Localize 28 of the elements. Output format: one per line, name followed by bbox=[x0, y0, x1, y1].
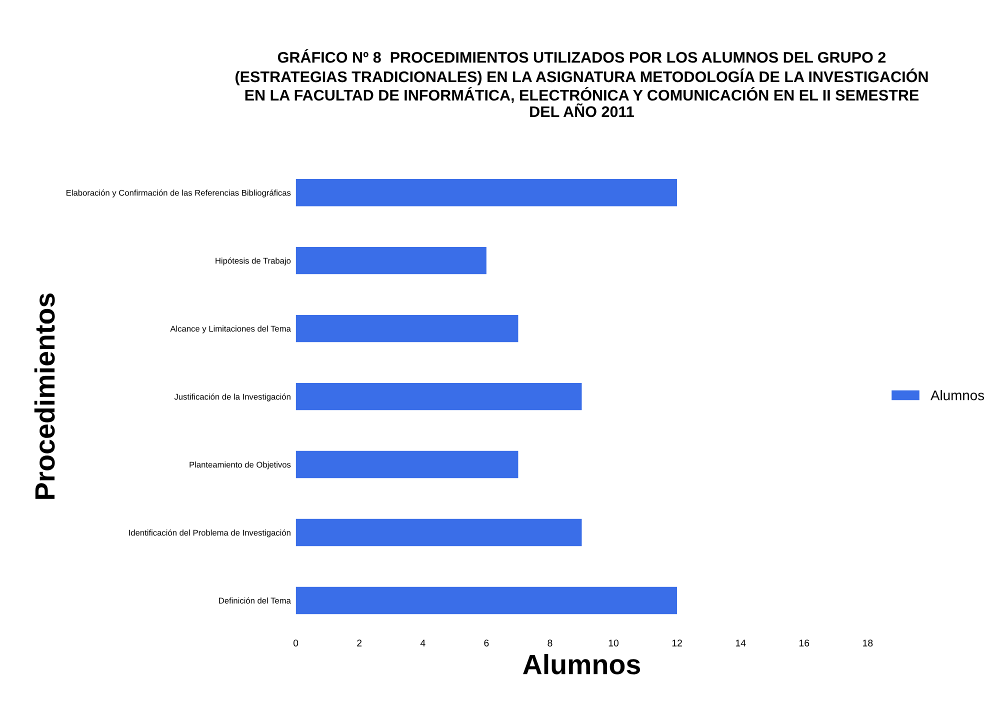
x-tick-label: 0 bbox=[293, 640, 298, 646]
x-axis-title: Alumnos bbox=[523, 654, 640, 674]
x-tick-label: 8 bbox=[548, 640, 552, 646]
bar bbox=[296, 246, 486, 274]
y-tick-label: Hipótesis de Trabajo bbox=[216, 258, 291, 266]
x-tick-label: 10 bbox=[608, 640, 619, 646]
bar bbox=[296, 518, 582, 546]
y-tick-label: Planteamiento de Objetivos bbox=[190, 462, 291, 470]
chart-title: GRÁFICO Nº 8 PROCEDIMIENTOS UTILIZADOS POR LOS ALUMNOS DEL GRUPO 2 (ESTRATEGIAS TRADICIONALES) EN LA ASIGNATURA METODOLOGÍA DE LA INVESTIGACIÓN EN LA FACULTAD DE INFORMÁTICA, ELECTRÓNICA Y COMUNICACIÓN EN EL II SEMESTRE DEL AÑO 2011 bbox=[236, 49, 928, 118]
legend-label: Alumnos bbox=[930, 390, 984, 400]
bar bbox=[296, 382, 582, 410]
x-tick-label: 4 bbox=[420, 640, 426, 646]
y-tick-label: Elaboración y Confirmación de las Referencias Bibliográficas bbox=[66, 190, 291, 198]
x-tick-label: 14 bbox=[736, 640, 746, 646]
y-tick-label: Identificación del Problema de Investigación bbox=[129, 529, 290, 538]
bar bbox=[296, 586, 678, 614]
x-tick-label: 6 bbox=[484, 640, 489, 646]
x-tick-label: 12 bbox=[672, 640, 682, 646]
y-tick-label: Definición del Tema bbox=[219, 597, 291, 604]
bar bbox=[296, 450, 518, 478]
x-tick-label: 18 bbox=[863, 640, 873, 646]
x-tick-label: 2 bbox=[357, 640, 362, 646]
bar bbox=[296, 179, 678, 206]
y-axis-title: Procedimientos bbox=[34, 293, 55, 499]
x-tick-label: 16 bbox=[799, 640, 810, 646]
bar bbox=[296, 314, 518, 342]
y-tick-label: Justificación de la Investigación bbox=[174, 393, 290, 402]
y-tick-label: Alcance y Limitaciones del Tema bbox=[170, 326, 291, 334]
